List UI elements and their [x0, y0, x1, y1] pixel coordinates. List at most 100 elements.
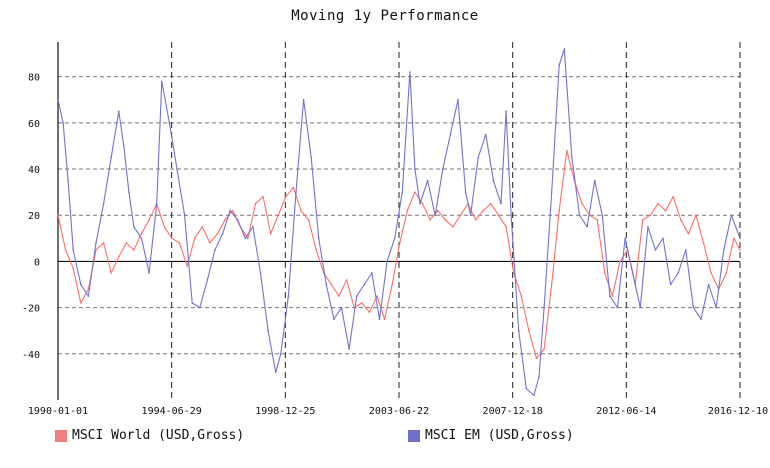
data-point-msci-em	[355, 295, 358, 297]
data-point-msci-em	[550, 191, 553, 193]
data-point-msci-world	[421, 202, 424, 205]
data-point-msci-em	[302, 98, 305, 101]
grid-layer	[58, 42, 741, 400]
data-point-msci-em	[79, 283, 82, 286]
data-point-msci-em	[386, 260, 388, 263]
data-point-msci-em	[563, 48, 566, 50]
legend-swatch-world	[55, 429, 67, 442]
legend-item-em[interactable]: MSCI EM (USD,Gross)	[408, 428, 574, 443]
data-point-msci-em	[426, 179, 429, 182]
data-point-msci-world	[687, 232, 690, 235]
data-point-msci-world	[216, 232, 219, 235]
data-point-msci-world	[596, 219, 599, 221]
x-tick-label: 1990-01-01	[28, 406, 88, 417]
data-point-msci-em	[259, 272, 262, 274]
data-point-msci-em	[333, 318, 335, 320]
data-point-msci-em	[401, 191, 404, 193]
y-tick-label: 60	[28, 119, 40, 130]
data-point-msci-world	[672, 195, 674, 198]
data-point-msci-world	[383, 318, 386, 320]
data-point-msci-em	[214, 249, 216, 251]
series-line-msci-em	[57, 48, 741, 396]
data-point-msci-world	[497, 214, 500, 217]
data-point-msci-world	[725, 272, 728, 274]
data-point-msci-world	[140, 232, 143, 235]
data-point-msci-world	[406, 209, 409, 212]
data-point-msci-world	[474, 219, 477, 221]
data-point-msci-em	[236, 219, 239, 221]
data-point-msci-em	[624, 237, 626, 240]
data-point-msci-world	[262, 195, 264, 198]
data-point-msci-world	[581, 202, 583, 205]
data-point-msci-world	[224, 219, 226, 221]
legend-item-world[interactable]: MSCI World (USD,Gross)	[55, 428, 244, 443]
legend-label-world: MSCI World (USD,Gross)	[72, 428, 245, 443]
data-point-msci-em	[221, 232, 224, 235]
data-point-msci-em	[593, 179, 596, 182]
data-point-msci-em	[72, 249, 74, 251]
data-point-msci-em	[654, 249, 657, 251]
data-point-msci-world	[490, 202, 492, 205]
data-point-msci-em	[117, 110, 120, 113]
data-point-msci-world	[315, 249, 318, 251]
data-point-msci-world	[102, 242, 105, 244]
data-point-msci-world	[300, 209, 302, 212]
data-point-msci-em	[449, 133, 452, 136]
data-point-msci-em	[631, 272, 634, 274]
data-point-msci-em	[102, 202, 105, 205]
data-point-msci-em	[317, 237, 320, 240]
data-point-msci-world	[231, 209, 234, 212]
data-point-msci-em	[517, 329, 520, 332]
data-point-msci-world	[482, 209, 485, 212]
data-point-msci-em	[310, 156, 312, 159]
data-point-msci-world	[505, 225, 507, 228]
data-point-msci-em	[464, 191, 467, 193]
data-point-msci-world	[452, 225, 454, 228]
data-point-msci-world	[543, 348, 545, 350]
data-point-msci-world	[148, 219, 150, 221]
data-point-msci-em	[229, 209, 231, 212]
data-point-msci-em	[571, 156, 573, 159]
data-point-msci-world	[110, 272, 112, 274]
data-point-msci-em	[67, 179, 69, 182]
data-point-msci-em	[123, 145, 125, 147]
data-point-msci-em	[378, 318, 381, 320]
data-point-msci-world	[520, 295, 523, 297]
data-point-msci-em	[441, 168, 444, 170]
series-layer	[57, 48, 741, 397]
data-point-msci-em	[505, 110, 507, 113]
data-point-msci-em	[609, 295, 611, 297]
data-point-msci-world	[307, 219, 310, 221]
x-tick-label: 2012-06-14	[596, 406, 656, 417]
data-point-msci-world	[535, 357, 538, 360]
data-point-msci-em	[140, 237, 143, 240]
x-tick-label: 2003-06-22	[369, 406, 429, 417]
data-point-msci-world	[209, 242, 211, 244]
legend-swatch-em	[408, 429, 420, 442]
data-point-msci-em	[692, 306, 695, 309]
data-point-msci-em	[739, 237, 741, 240]
data-point-msci-world	[269, 232, 272, 235]
x-tick-label: 2007-12-18	[483, 406, 543, 417]
data-point-msci-em	[287, 295, 290, 297]
data-point-msci-em	[274, 371, 277, 374]
data-point-msci-em	[409, 71, 411, 73]
data-point-msci-em	[662, 237, 664, 240]
data-point-msci-world	[79, 302, 82, 304]
data-point-msci-em	[267, 329, 269, 332]
data-point-msci-world	[133, 249, 135, 251]
data-point-msci-em	[586, 225, 588, 228]
data-point-msci-em	[176, 168, 178, 170]
data-point-msci-world	[695, 214, 697, 217]
data-point-msci-world	[528, 329, 530, 332]
data-point-msci-em	[279, 353, 282, 355]
data-point-msci-em	[191, 302, 193, 304]
data-point-msci-world	[345, 279, 348, 281]
data-point-msci-em	[325, 283, 328, 286]
data-point-msci-world	[178, 242, 181, 244]
data-point-msci-world	[619, 260, 621, 263]
data-point-msci-em	[700, 318, 702, 320]
data-point-msci-em	[252, 225, 254, 228]
data-point-msci-world	[330, 283, 333, 286]
data-point-msci-em	[371, 272, 373, 274]
